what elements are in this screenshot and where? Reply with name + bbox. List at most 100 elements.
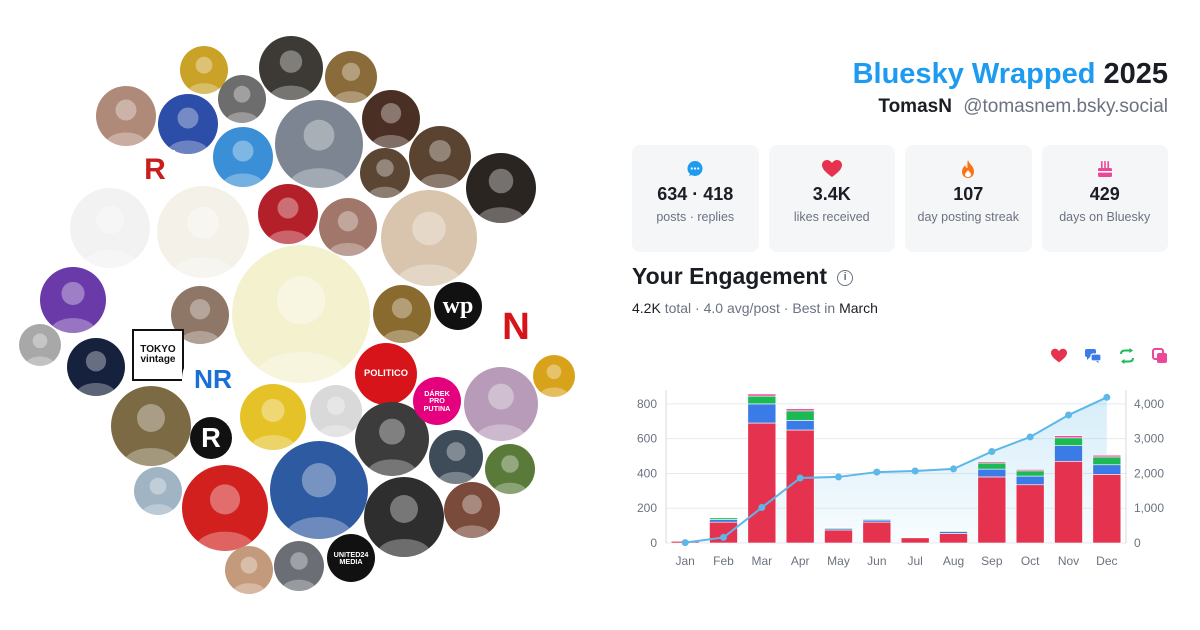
x-tick-label: Aug <box>943 554 964 568</box>
bar-likes <box>1054 460 1083 544</box>
cumulative-point <box>950 465 957 473</box>
info-icon[interactable]: i <box>837 269 854 286</box>
y2-tick-label: 2,000 <box>1134 466 1164 480</box>
avatar-woman-sunglasses[interactable] <box>96 86 156 146</box>
avatar-man-ua-flag[interactable] <box>213 127 273 187</box>
avatar-man-suit[interactable] <box>259 36 323 100</box>
stat-value: 107 <box>953 184 984 204</box>
avatar-equals-logo[interactable] <box>182 465 268 551</box>
bar-replies <box>709 519 738 523</box>
avatar-sketch-profile[interactable] <box>232 245 370 383</box>
avatar-cartoon-glasses[interactable] <box>70 188 150 268</box>
engagement-title: Your Engagement <box>632 263 828 289</box>
bar-replies <box>785 420 815 431</box>
avatar-eeyore[interactable] <box>44 406 106 468</box>
stats-row: 634 · 418 posts · replies 3.4K likes rec… <box>632 145 1168 252</box>
avatar-navy-man[interactable] <box>270 441 368 539</box>
stat-value: 634 · 418 <box>657 184 734 204</box>
engagement-total: 4.2K <box>632 300 661 316</box>
avatar-soldiers[interactable] <box>466 153 536 223</box>
avatar-blue-logo[interactable] <box>485 229 539 283</box>
x-tick-label: Jul <box>907 554 922 568</box>
avatar-man-purple[interactable] <box>40 267 106 333</box>
engagement-best-month: March <box>839 300 878 316</box>
avatar-darek-pro-putina[interactable]: DÁREK PRO PUTINA <box>413 377 461 425</box>
avatar-pixar-man[interactable] <box>381 190 477 286</box>
avatar-n-logo[interactable]: N <box>492 303 540 351</box>
cumulative-point <box>758 504 766 512</box>
avatar-glasses-man[interactable] <box>364 477 444 557</box>
avatar-young-man[interactable] <box>171 286 229 344</box>
engagement-total-word: total <box>664 300 692 316</box>
avatar-boba-fett[interactable] <box>325 51 377 103</box>
avatar-man-blurry[interactable] <box>319 198 377 256</box>
heart-icon[interactable] <box>1050 348 1068 369</box>
x-tick-label: Jun <box>867 554 886 568</box>
cumulative-point <box>911 467 919 475</box>
avatar-bearded-man[interactable] <box>409 126 471 188</box>
cumulative-point <box>720 533 727 541</box>
avatar-eu-stars[interactable] <box>419 331 463 375</box>
flame-icon <box>905 159 1032 179</box>
avatar-eu-badge[interactable] <box>158 94 218 154</box>
avatar-wp-logo[interactable]: wp <box>434 282 482 330</box>
bar-quotes <box>1054 435 1083 439</box>
avatar-photographer[interactable] <box>218 75 266 123</box>
engagement-avg: 4.0 avg/post <box>703 300 780 316</box>
avatar-ua-flag[interactable] <box>180 46 228 94</box>
bar-likes <box>862 521 892 544</box>
repost-icon[interactable] <box>1118 348 1136 369</box>
avatar-text: POLITICO <box>364 368 408 379</box>
avatar-woman-hat[interactable] <box>464 367 538 441</box>
cumulative-point <box>1026 433 1034 441</box>
avatar-man-cigar[interactable] <box>362 90 420 148</box>
cumulative-line <box>685 396 1108 544</box>
y-tick-label: 800 <box>637 397 657 411</box>
avatar-angel-statue[interactable] <box>67 338 125 396</box>
reply-bubbles-icon[interactable] <box>1084 348 1102 369</box>
cumulative-point <box>835 473 842 481</box>
cumulative-point <box>1103 393 1111 401</box>
avatar-cat[interactable] <box>275 100 363 188</box>
avatar-text: TOKYO vintage <box>140 344 176 365</box>
avatar-united24[interactable]: UNITED24 MEDIA <box>327 534 375 582</box>
stat-streak: 107 day posting streak <box>905 145 1032 252</box>
engagement-summary: 4.2K total · 4.0 avg/post · Best in Marc… <box>632 300 878 316</box>
avatar-man-beanie[interactable] <box>240 384 306 450</box>
avatar-man-grey[interactable] <box>274 541 324 591</box>
avatar-man-mirror[interactable] <box>19 324 61 366</box>
bar-reposts <box>1015 470 1045 477</box>
avatar-label-guy[interactable] <box>533 355 575 397</box>
stat-label: day posting streak <box>917 210 1019 224</box>
bar-quotes <box>747 393 777 397</box>
avatar-man-screen[interactable] <box>429 430 483 484</box>
x-tick-label: Jan <box>675 554 694 568</box>
chart-legend <box>1050 348 1168 369</box>
avatar-drill[interactable] <box>310 385 362 437</box>
avatar-politico[interactable]: POLITICO <box>355 343 417 405</box>
y-tick-label: 0 <box>650 536 657 550</box>
cake-icon <box>1042 159 1169 179</box>
avatar-r-circle[interactable]: R <box>190 417 232 459</box>
avatar-woman-smile[interactable] <box>225 546 273 594</box>
avatar-woman-dark[interactable] <box>360 148 410 198</box>
avatar-r-logo[interactable]: R <box>135 150 175 190</box>
avatar-man-sunglasses[interactable] <box>444 482 500 538</box>
avatar-stadium[interactable] <box>485 444 535 494</box>
avatar-man-outdoors[interactable] <box>111 386 191 466</box>
avatar-painting-woman[interactable] <box>373 285 431 343</box>
avatar-doll[interactable] <box>118 278 158 318</box>
bar-reposts <box>1092 456 1122 466</box>
avatar-rooster[interactable] <box>258 184 318 244</box>
avatar-nr-logo[interactable]: NR <box>182 348 244 410</box>
bar-reposts <box>747 395 777 405</box>
avatar-bald-man[interactable] <box>134 467 182 515</box>
speech-bubble-icon <box>632 159 759 179</box>
engagement-best-prefix: Best in <box>792 300 836 316</box>
avatar-dog-drawing[interactable] <box>157 186 249 278</box>
stat-value: 3.4K <box>812 184 851 204</box>
y-tick-label: 400 <box>637 466 657 480</box>
avatar-tokyo-vintage[interactable]: TOKYO vintage <box>132 329 184 381</box>
quote-icon[interactable] <box>1152 348 1168 369</box>
